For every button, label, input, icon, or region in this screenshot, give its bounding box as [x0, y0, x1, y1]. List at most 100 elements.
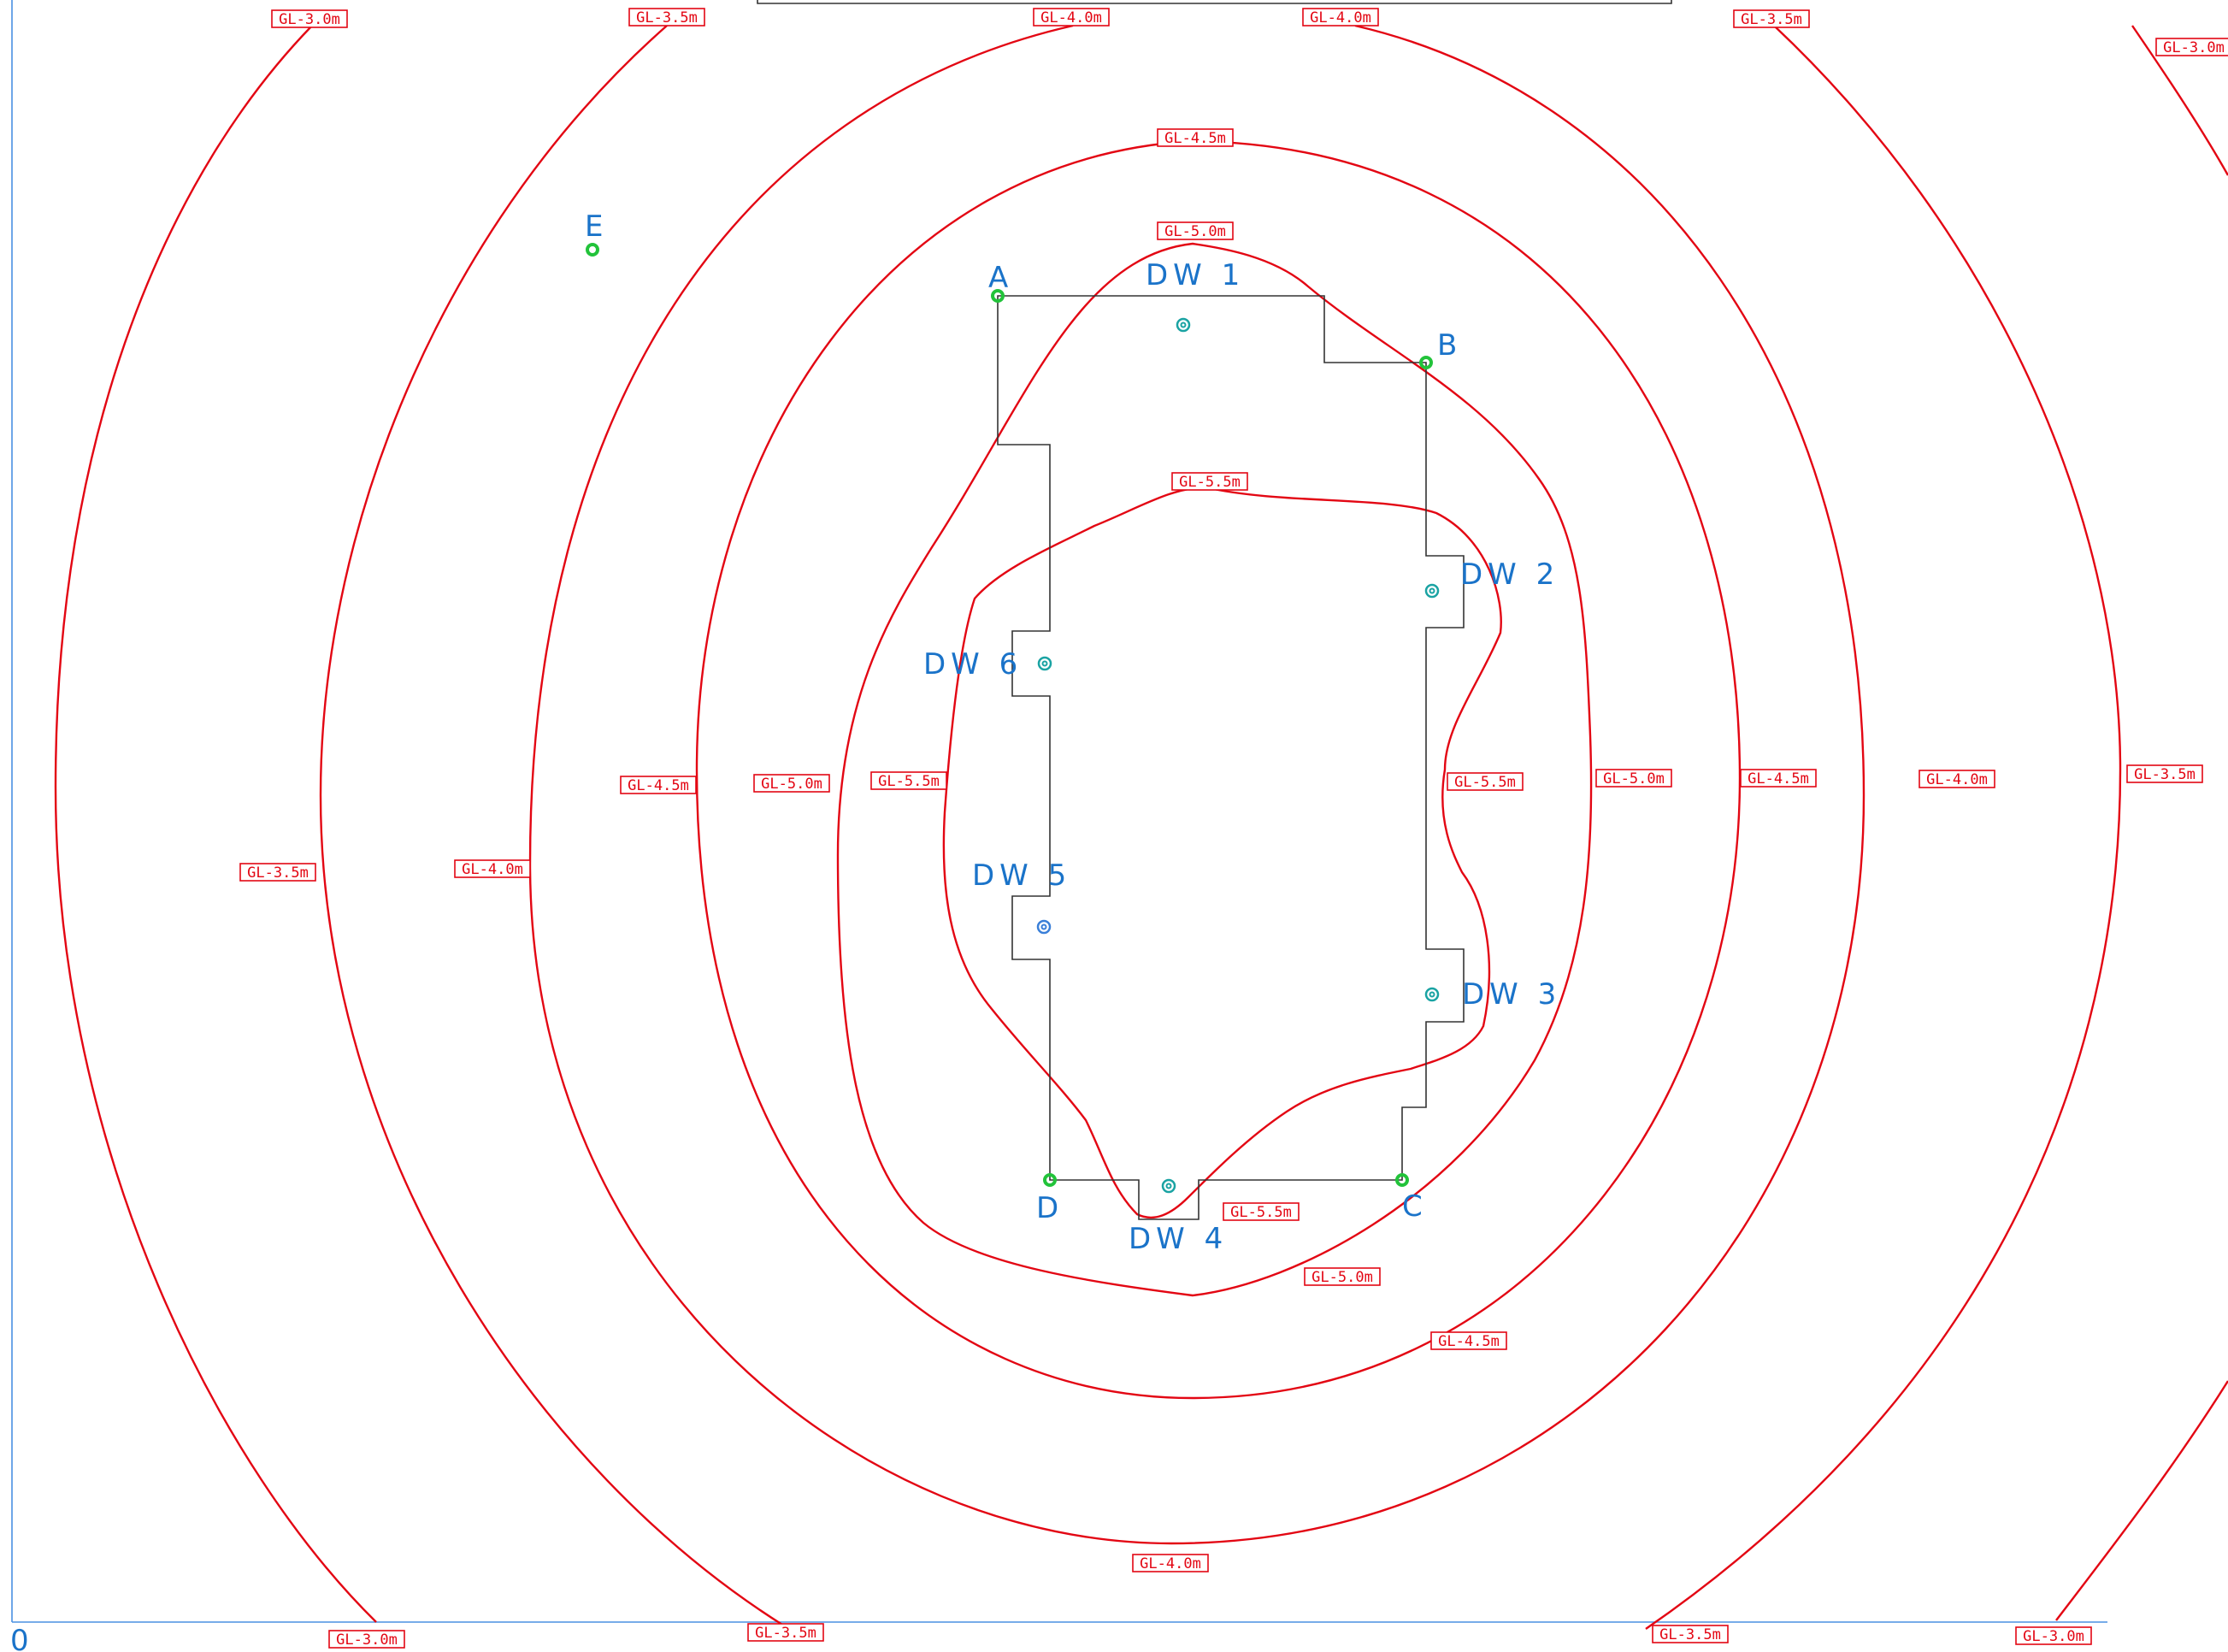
contour-tag-label: GL-5.0m	[1164, 223, 1226, 240]
top-frame-edge	[757, 0, 1672, 4]
contour-tag-box	[1223, 1202, 1300, 1221]
contour-tag-box	[1302, 8, 1379, 27]
contour-tag-label: GL-4.5m	[1164, 130, 1226, 147]
contour-tag-label: GL-3.5m	[247, 864, 309, 882]
contour-tag-label: GL-5.0m	[1603, 770, 1665, 788]
contour-tag-label: GL-3.0m	[336, 1631, 398, 1649]
contour-tag-box	[1033, 8, 1110, 27]
contour-tag: GL-3.0m	[328, 1630, 405, 1649]
contour-gl-5-0	[836, 242, 1593, 1297]
contour-tag-label: GL-3.5m	[1741, 11, 1802, 28]
contour-tag-box	[1447, 772, 1524, 791]
contour-tag-label: GL-5.0m	[761, 776, 822, 793]
contour-tag-label: GL-4.0m	[1140, 1555, 1201, 1572]
contour-tag-box	[1733, 9, 1810, 28]
contour-gl-5-5	[942, 486, 1502, 1219]
contour-tag-label: GL-3.0m	[279, 11, 340, 28]
contour-tag-label: GL-4.0m	[1040, 9, 1102, 27]
contour-tag: GL-4.0m	[1033, 8, 1110, 27]
contour-tag: GL-3.0m	[271, 9, 348, 28]
excavation-wall-outline	[997, 295, 1465, 1220]
contour-tag-box	[454, 859, 531, 878]
contour-tag-box	[753, 774, 830, 793]
contour-tag-label: GL-4.0m	[1926, 771, 1988, 788]
contour-tag: GL-3.5m	[628, 8, 705, 27]
contour-tag-box	[2155, 38, 2228, 56]
contour-tag: GL-4.0m	[1302, 8, 1379, 27]
well-dw1-label: DW 1	[1146, 258, 1245, 292]
contour-tag: GL-5.5m	[1171, 472, 1248, 491]
contour-tag-label: GL-4.5m	[1438, 1333, 1500, 1350]
contour-tag: GL-3.0m	[2015, 1626, 2092, 1645]
well-dw2-label: DW 2	[1460, 558, 1559, 592]
reference-point-e-label: E	[585, 209, 603, 244]
contour-tag-box	[1157, 221, 1234, 240]
contour-tag-label: GL-3.0m	[2163, 39, 2225, 56]
contour-tag-box	[1595, 769, 1672, 788]
reference-point-b-label: B	[1437, 328, 1457, 363]
contour-tag: GL-4.0m	[1132, 1554, 1209, 1572]
reference-point-c-label: C	[1402, 1189, 1423, 1224]
well-dw6-marker	[1037, 656, 1052, 671]
contour-tag-box	[1304, 1267, 1381, 1286]
contour-gl-3-5	[319, 25, 2122, 1630]
contour-tag: GL-4.5m	[620, 776, 697, 794]
reference-point-d-label: D	[1036, 1191, 1058, 1225]
contour-tag-label: GL-4.5m	[628, 777, 689, 794]
well-dw3-marker	[1424, 987, 1440, 1002]
well-dw5-label: DW 5	[972, 858, 1071, 893]
contour-tag-label: GL-4.0m	[1310, 9, 1371, 27]
contour-tag: GL-5.0m	[1157, 221, 1234, 240]
contour-lines	[54, 24, 2228, 1630]
well-dw3-label: DW 3	[1462, 977, 1561, 1012]
well-dw6-label: DW 6	[923, 647, 1023, 681]
contour-tag-box	[1430, 1331, 1507, 1350]
contour-tag-box	[328, 1630, 405, 1649]
contour-tag: GL-4.5m	[1157, 128, 1234, 147]
contour-tag: GL-3.0m	[2155, 38, 2228, 56]
contour-gl-3-0-right	[2055, 25, 2228, 1621]
contour-tags: GL-3.0m GL-3.5m GL-4.0m GL-4.0m GL-3.5m GL-3.…	[239, 8, 2228, 1649]
dewatering-wells: DW 1 DW 2 DW 3 DW 4 DW 5 DW 6	[923, 258, 1561, 1256]
contour-tag: GL-4.5m	[1740, 769, 1817, 788]
contour-tag: GL-4.0m	[454, 859, 531, 878]
contour-tag: GL-3.5m	[1652, 1625, 1729, 1643]
contour-gl-4-5	[695, 139, 1742, 1400]
contour-tag: GL-3.5m	[1733, 9, 1810, 28]
contour-tag-label: GL-5.5m	[1230, 1204, 1292, 1221]
contour-gl-3-0-left	[54, 25, 377, 1623]
contour-tag-label: GL-3.0m	[2023, 1628, 2084, 1645]
reference-point-a-label: A	[988, 261, 1008, 295]
contour-tag: GL-5.0m	[753, 774, 830, 793]
contour-tag: GL-4.5m	[1430, 1331, 1507, 1350]
contour-tag-label: GL-3.5m	[2134, 766, 2196, 783]
well-dw1-marker	[1176, 317, 1191, 333]
contour-tag-box	[1740, 769, 1817, 788]
contour-tag-label: GL-5.5m	[878, 773, 940, 790]
contour-tag-box	[620, 776, 697, 794]
origin-label: 0	[10, 1624, 29, 1652]
reference-point-b-marker	[1419, 356, 1433, 369]
contour-tag: GL-3.5m	[239, 863, 316, 882]
contour-tag-box	[1132, 1554, 1209, 1572]
contour-tag: GL-5.0m	[1595, 769, 1672, 788]
well-dw5-marker	[1036, 919, 1052, 935]
contour-tag-label: GL-3.5m	[1659, 1626, 1721, 1643]
contour-tag-box	[239, 863, 316, 882]
well-dw2-marker	[1424, 583, 1440, 599]
contour-tag-label: GL-4.5m	[1748, 770, 1809, 788]
contour-tag-label: GL-3.5m	[755, 1625, 816, 1642]
contour-tag: GL-5.5m	[1223, 1202, 1300, 1221]
contour-tag-label: GL-5.0m	[1311, 1269, 1373, 1286]
reference-point-a-marker	[991, 289, 1005, 303]
contour-gl-4-0	[528, 24, 1866, 1545]
contour-tag-box	[1652, 1625, 1729, 1643]
contour-tag-box	[271, 9, 348, 28]
reference-points: A B C D E	[585, 209, 1457, 1225]
contour-tag-box	[747, 1623, 824, 1642]
contour-tag: GL-5.5m	[1447, 772, 1524, 791]
contour-tag-box	[1157, 128, 1234, 147]
contour-tag-box	[2126, 764, 2203, 783]
contour-tag-box	[870, 771, 947, 790]
